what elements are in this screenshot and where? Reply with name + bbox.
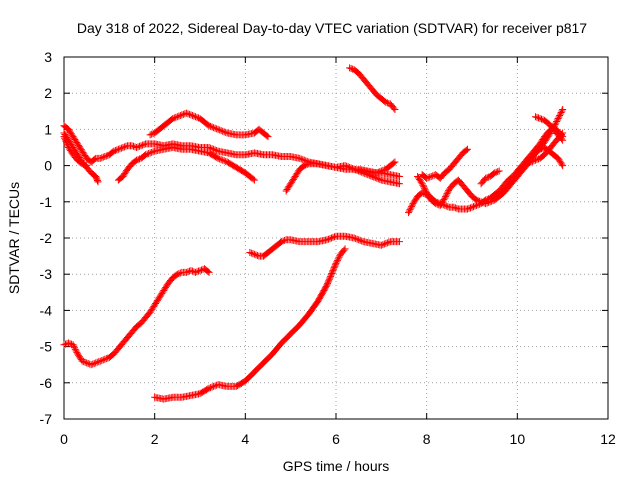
series-arc-18 [531,113,567,144]
series-arc-4 [114,144,258,184]
series-markers [355,158,399,177]
y-tick-label: -6 [40,375,53,391]
y-tick-label: 1 [44,121,52,137]
x-tick-label: 8 [423,431,431,447]
x-axis-label: GPS time / hours [283,458,390,474]
series-arc-13 [414,124,567,213]
x-tick-label: 0 [60,431,68,447]
series-markers [151,245,349,403]
y-tick-label: -3 [40,266,53,282]
x-tick-label: 4 [241,431,249,447]
chart-title: Day 318 of 2022, Sidereal Day-to-day VTE… [77,20,587,36]
series-arc-5 [146,109,272,141]
series-arc-9 [246,232,403,260]
series-markers [477,167,503,188]
series-arc-8 [346,64,399,113]
series-markers [146,109,272,141]
y-axis-tick-labels: -7 -6 -5 -4 -3 -2 -1 0 1 2 3 [40,49,53,427]
y-tick-label: -1 [40,194,53,210]
y-tick-label: 0 [44,158,52,174]
y-tick-label: 2 [44,85,52,101]
series-markers [114,144,258,184]
y-tick-label: -5 [40,339,53,355]
series-arc-15 [477,167,503,188]
series-markers [418,145,471,182]
data-series [60,64,567,403]
y-tick-label: -4 [40,302,53,318]
series-arc-3 [60,133,91,170]
series-markers [346,64,399,113]
series-markers [531,113,567,144]
series-arc-11 [151,245,349,403]
x-axis-tick-labels: 0 2 4 6 8 10 12 [60,431,616,447]
series-markers [60,265,213,369]
y-tick-label: -7 [40,411,53,427]
x-tick-label: 2 [151,431,159,447]
series-arc-10 [60,265,213,369]
x-tick-label: 6 [332,431,340,447]
x-tick-label: 12 [600,431,616,447]
y-axis-label: SDTVAR / TECUs [6,182,22,294]
y-tick-label: 3 [44,49,52,65]
series-markers [60,133,91,170]
series-arc-14 [418,145,471,182]
y-tick-label: -2 [40,230,53,246]
series-arc-7 [355,158,399,177]
series-markers [414,124,567,213]
series-markers [246,232,403,260]
x-tick-label: 10 [510,431,526,447]
